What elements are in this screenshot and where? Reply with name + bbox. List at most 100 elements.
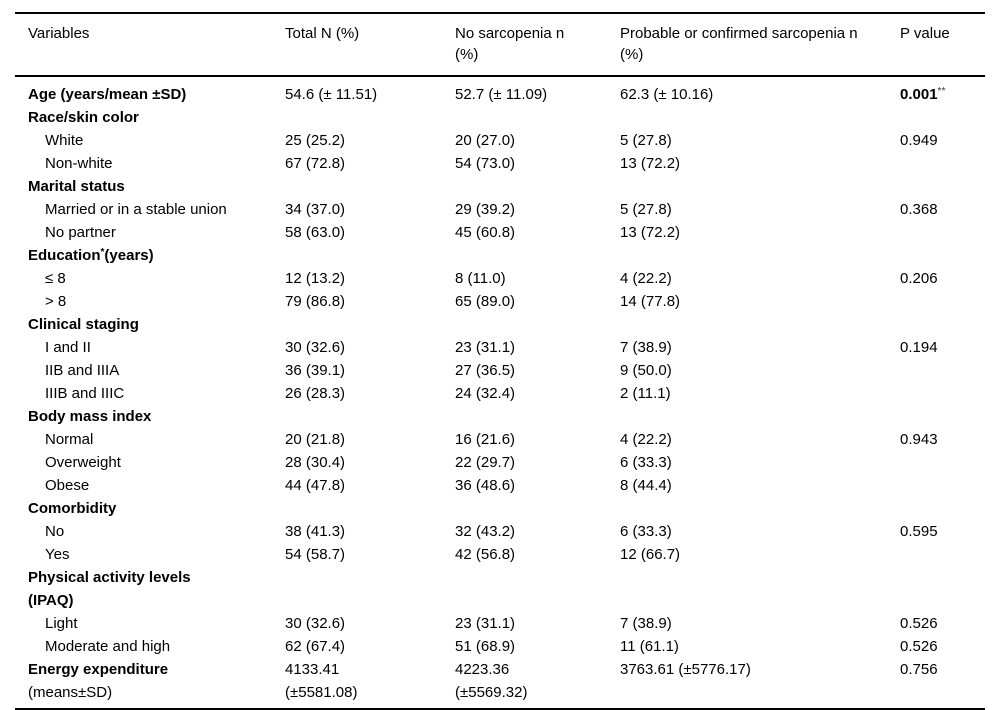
variable-cell: Married or in a stable union	[45, 201, 227, 218]
table-row: Non-white 67 (72.8) 54 (73.0) 13 (72.2)	[15, 152, 985, 175]
value-cell: 2 (11.1)	[620, 385, 671, 402]
table-row: Comorbidity	[15, 497, 985, 520]
value-cell: 36 (48.6)	[455, 477, 516, 494]
value-cell: 23 (31.1)	[455, 339, 516, 356]
variable-cell-subtext: (means±SD)	[28, 684, 113, 701]
value-cell: 20 (21.8)	[285, 431, 346, 448]
value-cell: 30 (32.6)	[285, 339, 346, 356]
variable-cell: Education*(years)	[28, 247, 154, 264]
value-cell	[285, 566, 455, 612]
column-header-no-sarcopenia: No sarcopenia n (%)	[455, 13, 620, 77]
value-cell: 8 (11.0)	[455, 270, 506, 287]
p-value-cell	[900, 474, 985, 497]
value-cell	[285, 106, 455, 129]
p-value-cell	[900, 175, 985, 198]
variable-cell: Non-white	[45, 155, 113, 172]
p-value-cell	[900, 221, 985, 244]
variable-cell: No	[45, 523, 65, 540]
p-value-cell: 0.206	[900, 270, 938, 287]
variable-cell: ≤ 8	[45, 270, 66, 287]
column-header-variables: Variables	[15, 13, 285, 77]
table-row: Energy expenditure (means±SD) 4133.41 (±55…	[15, 658, 985, 709]
table-row: Age (years/mean ±SD) 54.6 (± 11.51) 52.7 (…	[15, 76, 985, 106]
value-cell: 54 (73.0)	[455, 155, 516, 172]
value-cell: 4 (22.2)	[620, 431, 672, 448]
value-cell	[455, 175, 620, 198]
value-cell	[285, 497, 455, 520]
value-cell: 11 (61.1)	[620, 638, 679, 655]
value-cell: 62 (67.4)	[285, 638, 346, 655]
table-header: Variables Total N (%) No sarcopenia n (%…	[15, 13, 985, 77]
table-row: Clinical staging	[15, 313, 985, 336]
table-row: Education*(years)	[15, 244, 985, 267]
value-cell	[620, 566, 900, 612]
p-value-cell	[900, 382, 985, 405]
value-cell	[620, 106, 900, 129]
value-cell: 67 (72.8)	[285, 155, 346, 172]
table-row: Moderate and high 62 (67.4) 51 (68.9) 11 (6…	[15, 635, 985, 658]
p-value-cell: 0.526	[900, 615, 938, 632]
value-cell: 3763.61 (±5776.17)	[620, 661, 751, 678]
table-row: ≤ 8 12 (13.2) 8 (11.0) 4 (22.2) 0.206	[15, 267, 985, 290]
table-row: Body mass index	[15, 405, 985, 428]
value-cell: 45 (60.8)	[455, 224, 516, 241]
value-cell: 54 (58.7)	[285, 546, 346, 563]
p-value-cell: 0.949	[900, 132, 938, 149]
value-cell	[620, 313, 900, 336]
table-row: Marital status	[15, 175, 985, 198]
table-row: Yes 54 (58.7) 42 (56.8) 12 (66.7)	[15, 543, 985, 566]
value-cell: 54.6 (± 11.51)	[285, 86, 378, 103]
value-cell: 24 (32.4)	[455, 385, 516, 402]
value-cell: 36 (39.1)	[285, 362, 346, 379]
variable-cell: Body mass index	[28, 408, 152, 425]
p-value-cell	[900, 313, 985, 336]
value-cell	[285, 175, 455, 198]
value-cell: 27 (36.5)	[455, 362, 516, 379]
value-cell	[285, 244, 455, 267]
table-row: No partner 58 (63.0) 45 (60.8) 13 (72.2)	[15, 221, 985, 244]
variable-cell: IIIB and IIIC	[45, 385, 125, 402]
value-cell: 6 (33.3)	[620, 454, 672, 471]
variable-cell: Energy expenditure (means±SD)	[15, 658, 285, 709]
table-row: Physical activity levels (IPAQ)	[15, 566, 985, 612]
variable-cell: Yes	[45, 546, 70, 563]
p-value-cell	[900, 290, 985, 313]
p-value-cell: 0.368	[900, 201, 938, 218]
value-cell	[285, 313, 455, 336]
value-cell: 5 (27.8)	[620, 201, 672, 218]
table-row: White 25 (25.2) 20 (27.0) 5 (27.8) 0.949	[15, 129, 985, 152]
variable-cell: White	[45, 132, 84, 149]
p-value-cell	[900, 497, 985, 520]
value-cell	[620, 175, 900, 198]
p-value-cell: 0.595	[900, 523, 938, 540]
value-cell: 44 (47.8)	[285, 477, 346, 494]
table-body: Age (years/mean ±SD) 54.6 (± 11.51) 52.7 (…	[15, 76, 985, 709]
header-row: Variables Total N (%) No sarcopenia n (%…	[15, 13, 985, 77]
value-cell: 20 (27.0)	[455, 132, 516, 149]
table-row: Race/skin color	[15, 106, 985, 129]
value-cell: 26 (28.3)	[285, 385, 346, 402]
value-cell	[455, 106, 620, 129]
value-cell: 29 (39.2)	[455, 201, 516, 218]
table-row: Married or in a stable union 34 (37.0) 29 …	[15, 198, 985, 221]
value-cell: 14 (77.8)	[620, 293, 681, 310]
column-header-total: Total N (%)	[285, 13, 455, 77]
value-cell: 16 (21.6)	[455, 431, 516, 448]
value-cell	[455, 566, 620, 612]
table-row: Light 30 (32.6) 23 (31.1) 7 (38.9) 0.526	[15, 612, 985, 635]
footnote-asterisk: *	[100, 247, 105, 258]
p-value-cell	[900, 359, 985, 382]
variable-cell: Age (years/mean ±SD)	[28, 86, 187, 103]
table-row: IIB and IIIA 36 (39.1) 27 (36.5) 9 (50.0)	[15, 359, 985, 382]
table-row: IIIB and IIIC 26 (28.3) 24 (32.4) 2 (11.1)	[15, 382, 985, 405]
column-header-p-value: P value	[900, 13, 985, 77]
significance-asterisks: **	[937, 86, 946, 97]
variable-cell: Comorbidity	[28, 500, 117, 517]
value-cell: 38 (41.3)	[285, 523, 346, 540]
p-value-cell: 0.943	[900, 431, 938, 448]
value-cell: 32 (43.2)	[455, 523, 516, 540]
variable-cell: Moderate and high	[45, 638, 171, 655]
variable-cell: Physical activity levels (IPAQ)	[28, 569, 191, 609]
variable-cell: Obese	[45, 477, 90, 494]
value-cell: 23 (31.1)	[455, 615, 516, 632]
